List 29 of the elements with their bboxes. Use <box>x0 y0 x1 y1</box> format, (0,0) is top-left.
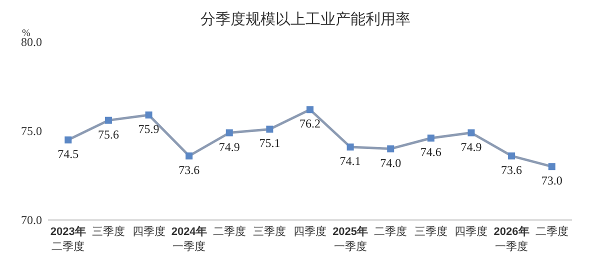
data-label: 74.5 <box>58 146 79 161</box>
data-label: 74.9 <box>218 140 240 154</box>
x-tick-label: 二季度 <box>212 225 246 238</box>
data-label: 75.6 <box>98 127 119 142</box>
data-label: 75.9 <box>138 122 160 136</box>
x-tick-label: 2024年一季度 <box>171 225 207 253</box>
data-label: 73.6 <box>178 162 200 177</box>
data-label: 73.6 <box>501 162 522 177</box>
data-label: 75.1 <box>259 136 280 150</box>
x-tick-label: 四季度 <box>454 225 488 238</box>
x-tick-label: 二季度 <box>374 225 408 238</box>
x-tick-label: 四季度 <box>294 225 326 238</box>
y-tick-label: 75.0 <box>21 124 42 138</box>
x-tick-label: 三季度 <box>253 225 286 238</box>
x-tick-label: 四季度 <box>132 225 166 238</box>
data-label: 76.2 <box>300 116 320 131</box>
data-label: 73.0 <box>541 174 562 188</box>
data-label: 74.6 <box>420 145 442 160</box>
x-tick-label: 2025年一季度 <box>332 225 368 253</box>
data-label: 74.9 <box>460 140 482 154</box>
x-tick-label: 2026年一季度 <box>494 225 530 253</box>
data-label: 74.0 <box>380 156 402 170</box>
x-tick-label: 三季度 <box>414 225 448 238</box>
y-tick-label: 70.0 <box>21 213 42 227</box>
chart-title: 分季度规模以上工业产能利用率 <box>200 11 410 28</box>
x-tick-label: 2023年二季度 <box>50 225 86 253</box>
x-tick-label: 二季度 <box>535 225 568 238</box>
x-tick-label: 三季度 <box>92 225 125 238</box>
data-label: 74.1 <box>340 154 361 168</box>
